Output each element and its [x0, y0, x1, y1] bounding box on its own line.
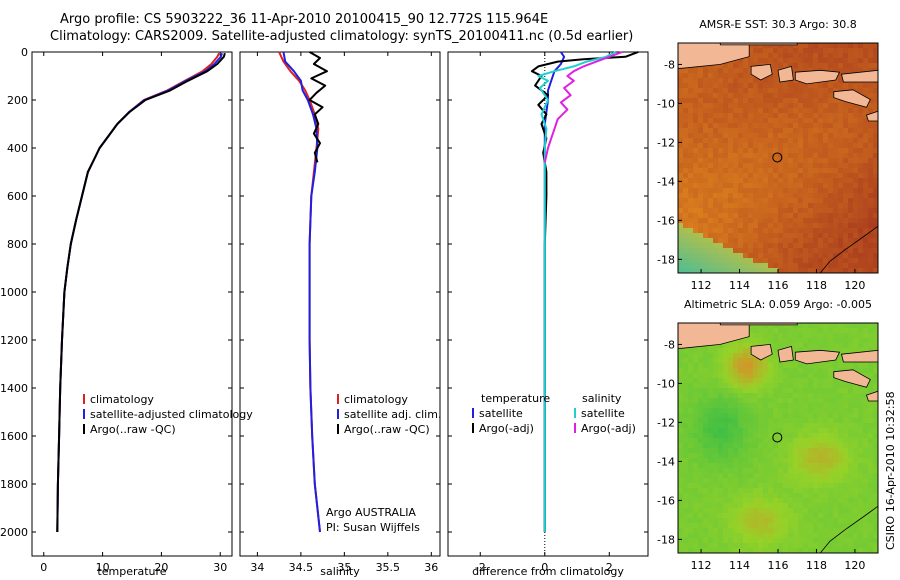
- difference-legend-heading: temperature: [481, 392, 550, 405]
- temperature-legend-entry-label: Argo(..raw -QC): [90, 423, 176, 436]
- sla-map-land: [777, 345, 794, 363]
- temperature-ytick-label: 600: [7, 190, 28, 203]
- temperature-xtick-label: 10: [96, 561, 110, 574]
- salinity-series-line: [308, 51, 328, 163]
- temperature-series-line: [56, 52, 226, 533]
- sst-map-title: AMSR-E SST: 30.3 Argo: 30.8: [699, 18, 857, 31]
- sst-map-xtick-label: 120: [844, 279, 865, 292]
- temperature-xlabel: temperature: [97, 565, 166, 578]
- sst-map-coastline: [819, 225, 879, 274]
- temperature-ytick-label: 1000: [0, 286, 28, 299]
- salinity-xtick-label: 34: [250, 561, 264, 574]
- sla-map-land: [750, 343, 773, 361]
- sst-map-xtick-label: 118: [806, 279, 827, 292]
- sst-map-ytick-label: -14: [657, 175, 675, 188]
- difference-axes-box: [447, 51, 649, 557]
- sla-map-ytick-label: -18: [657, 533, 675, 546]
- sla-map-xtick-label: 118: [806, 559, 827, 572]
- sst-map-xtick-label: 112: [691, 279, 712, 292]
- temperature-xtick-label: 30: [213, 561, 227, 574]
- sla-map-float-marker: [772, 432, 783, 443]
- difference-xlabel: difference from climatology: [472, 565, 624, 578]
- salinity-axes-box: [239, 51, 441, 557]
- sst-map-xtick-label: 116: [768, 279, 789, 292]
- sst-map-land: [794, 69, 841, 85]
- sst-map-land: [777, 65, 794, 83]
- difference-series-line: [543, 51, 623, 163]
- sst-map-float-marker: [772, 152, 783, 163]
- sst-map-xtick-label: 114: [729, 279, 750, 292]
- salinity-xtick-label: 34.5: [289, 561, 314, 574]
- temperature-xtick-label: 0: [40, 561, 47, 574]
- difference-xtick-label: 2: [606, 561, 613, 574]
- salinity-legend-entry-label: climatology: [344, 393, 408, 406]
- salinity-xlabel: salinity: [320, 565, 360, 578]
- temperature-ytick-label: 1200: [0, 334, 28, 347]
- credit-program-label: Argo AUSTRALIA: [326, 506, 416, 519]
- sst-map-ytick-label: -12: [657, 136, 675, 149]
- salinity-xtick-label: 35: [337, 561, 351, 574]
- sst-map-ytick-label: -10: [657, 97, 675, 110]
- salinity-xtick-label: 36: [424, 561, 438, 574]
- sla-map-ytick-label: -16: [657, 494, 675, 507]
- sla-map-xtick-label: 120: [844, 559, 865, 572]
- temperature-xtick-label: 20: [154, 561, 168, 574]
- temperature-ytick-label: 200: [7, 94, 28, 107]
- sla-map-field: [678, 323, 879, 554]
- sla-map-title: Altimetric SLA: 0.059 Argo: -0.005: [684, 298, 872, 311]
- difference-xtick-label: 0: [541, 561, 548, 574]
- sla-map-ytick-label: -10: [657, 377, 675, 390]
- temperature-ytick-label: 800: [7, 238, 28, 251]
- difference-xtick-label: -2: [475, 561, 486, 574]
- temperature-legend-entry-label: climatology: [90, 393, 154, 406]
- difference-legend-entry-label: Argo(-adj): [479, 422, 534, 435]
- sla-map-ytick-label: -14: [657, 455, 675, 468]
- difference-legend-entry-label: Argo(-adj): [581, 422, 636, 435]
- temperature-ytick-label: 1600: [0, 430, 28, 443]
- sla-map-xtick-label: 114: [729, 559, 750, 572]
- sla-map-xtick-label: 112: [691, 559, 712, 572]
- title-line-1: Argo profile: CS 5903222_36 11-Apr-2010 …: [60, 12, 549, 27]
- temperature-ytick-label: 0: [21, 46, 28, 59]
- difference-legend-heading: salinity: [582, 392, 622, 405]
- sla-map-coastline: [819, 505, 879, 554]
- difference-legend-entry-label: satellite: [479, 407, 523, 420]
- sst-map-land: [833, 89, 871, 108]
- difference-series-line: [537, 51, 617, 532]
- temperature-ytick-label: 1800: [0, 478, 28, 491]
- salinity-legend-entry-label: Argo(..raw -QC): [344, 423, 430, 436]
- title-line-2: Climatology: CARS2009. Satellite-adjuste…: [50, 29, 634, 44]
- sla-map-ytick-label: -12: [657, 416, 675, 429]
- temperature-ytick-label: 1400: [0, 382, 28, 395]
- temperature-ytick-label: 2000: [0, 526, 28, 539]
- timestamp-label: CSIRO 16-Apr-2010 10:32:58: [884, 391, 897, 550]
- sla-map-xtick-label: 116: [768, 559, 789, 572]
- sla-map-ytick-label: -8: [664, 338, 675, 351]
- sst-map-ytick-label: -16: [657, 214, 675, 227]
- credit-pi-label: PI: Susan Wijffels: [326, 521, 420, 534]
- temperature-axes-box: [31, 51, 233, 557]
- salinity-series-line: [282, 51, 321, 533]
- temperature-ytick-label: 400: [7, 142, 28, 155]
- sst-map-ytick-label: -18: [657, 253, 675, 266]
- salinity-xtick-label: 35.5: [376, 561, 401, 574]
- difference-legend-entry-label: satellite: [581, 407, 625, 420]
- sst-map-ytick-label: -8: [664, 58, 675, 71]
- sst-map-land: [750, 63, 773, 81]
- temperature-legend-entry-label: satellite-adjusted climatology: [90, 408, 253, 421]
- salinity-legend-entry-label: satellite adj. clim.: [344, 408, 441, 421]
- sla-map-land: [833, 369, 871, 388]
- sla-map-land: [794, 349, 841, 365]
